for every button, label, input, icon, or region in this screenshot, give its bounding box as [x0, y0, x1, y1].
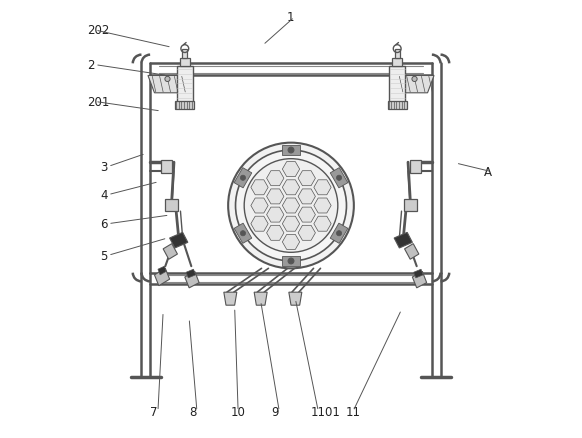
Circle shape: [244, 159, 338, 253]
Polygon shape: [185, 272, 199, 288]
Text: A: A: [484, 166, 492, 179]
Bar: [388, 102, 407, 110]
Bar: [161, 161, 172, 173]
Polygon shape: [154, 269, 169, 286]
Text: 4: 4: [100, 189, 108, 202]
Bar: [175, 102, 194, 110]
Polygon shape: [282, 256, 300, 267]
Bar: [389, 67, 405, 106]
Text: 1: 1: [287, 11, 294, 25]
Polygon shape: [413, 272, 427, 288]
Polygon shape: [395, 76, 434, 94]
Circle shape: [288, 258, 294, 265]
Polygon shape: [234, 224, 252, 244]
Bar: [404, 200, 417, 212]
Text: 5: 5: [100, 249, 108, 262]
Bar: [392, 59, 402, 67]
Text: 7: 7: [150, 405, 158, 418]
Polygon shape: [234, 168, 252, 188]
Bar: [395, 50, 400, 59]
Bar: [177, 67, 193, 106]
Circle shape: [240, 231, 246, 236]
Polygon shape: [158, 267, 166, 275]
Bar: [180, 59, 190, 67]
Text: 11: 11: [345, 405, 360, 418]
Polygon shape: [186, 270, 196, 278]
Circle shape: [236, 151, 346, 261]
Circle shape: [288, 148, 294, 154]
Text: 3: 3: [100, 161, 108, 173]
Polygon shape: [404, 244, 419, 260]
Circle shape: [228, 143, 354, 269]
Circle shape: [336, 176, 342, 181]
Bar: [410, 161, 421, 173]
Circle shape: [289, 259, 293, 264]
Polygon shape: [394, 233, 413, 248]
Circle shape: [336, 231, 342, 236]
Bar: [165, 200, 178, 212]
Polygon shape: [169, 233, 188, 248]
Text: 6: 6: [100, 218, 108, 231]
Polygon shape: [414, 270, 423, 278]
Text: 10: 10: [230, 405, 245, 418]
Circle shape: [289, 148, 293, 153]
Polygon shape: [163, 244, 178, 260]
Polygon shape: [330, 224, 348, 244]
Text: 1101: 1101: [311, 405, 340, 418]
Polygon shape: [254, 293, 267, 305]
Bar: [182, 50, 187, 59]
Text: 2: 2: [87, 59, 95, 72]
Text: 202: 202: [87, 25, 109, 37]
Polygon shape: [330, 168, 348, 188]
Polygon shape: [289, 293, 302, 305]
Polygon shape: [148, 76, 187, 94]
Circle shape: [240, 176, 246, 181]
Polygon shape: [224, 293, 237, 305]
Text: 8: 8: [189, 405, 197, 418]
Circle shape: [165, 77, 170, 82]
Polygon shape: [282, 145, 300, 156]
Text: 201: 201: [87, 96, 109, 109]
Text: 9: 9: [271, 405, 279, 418]
Circle shape: [412, 77, 417, 82]
